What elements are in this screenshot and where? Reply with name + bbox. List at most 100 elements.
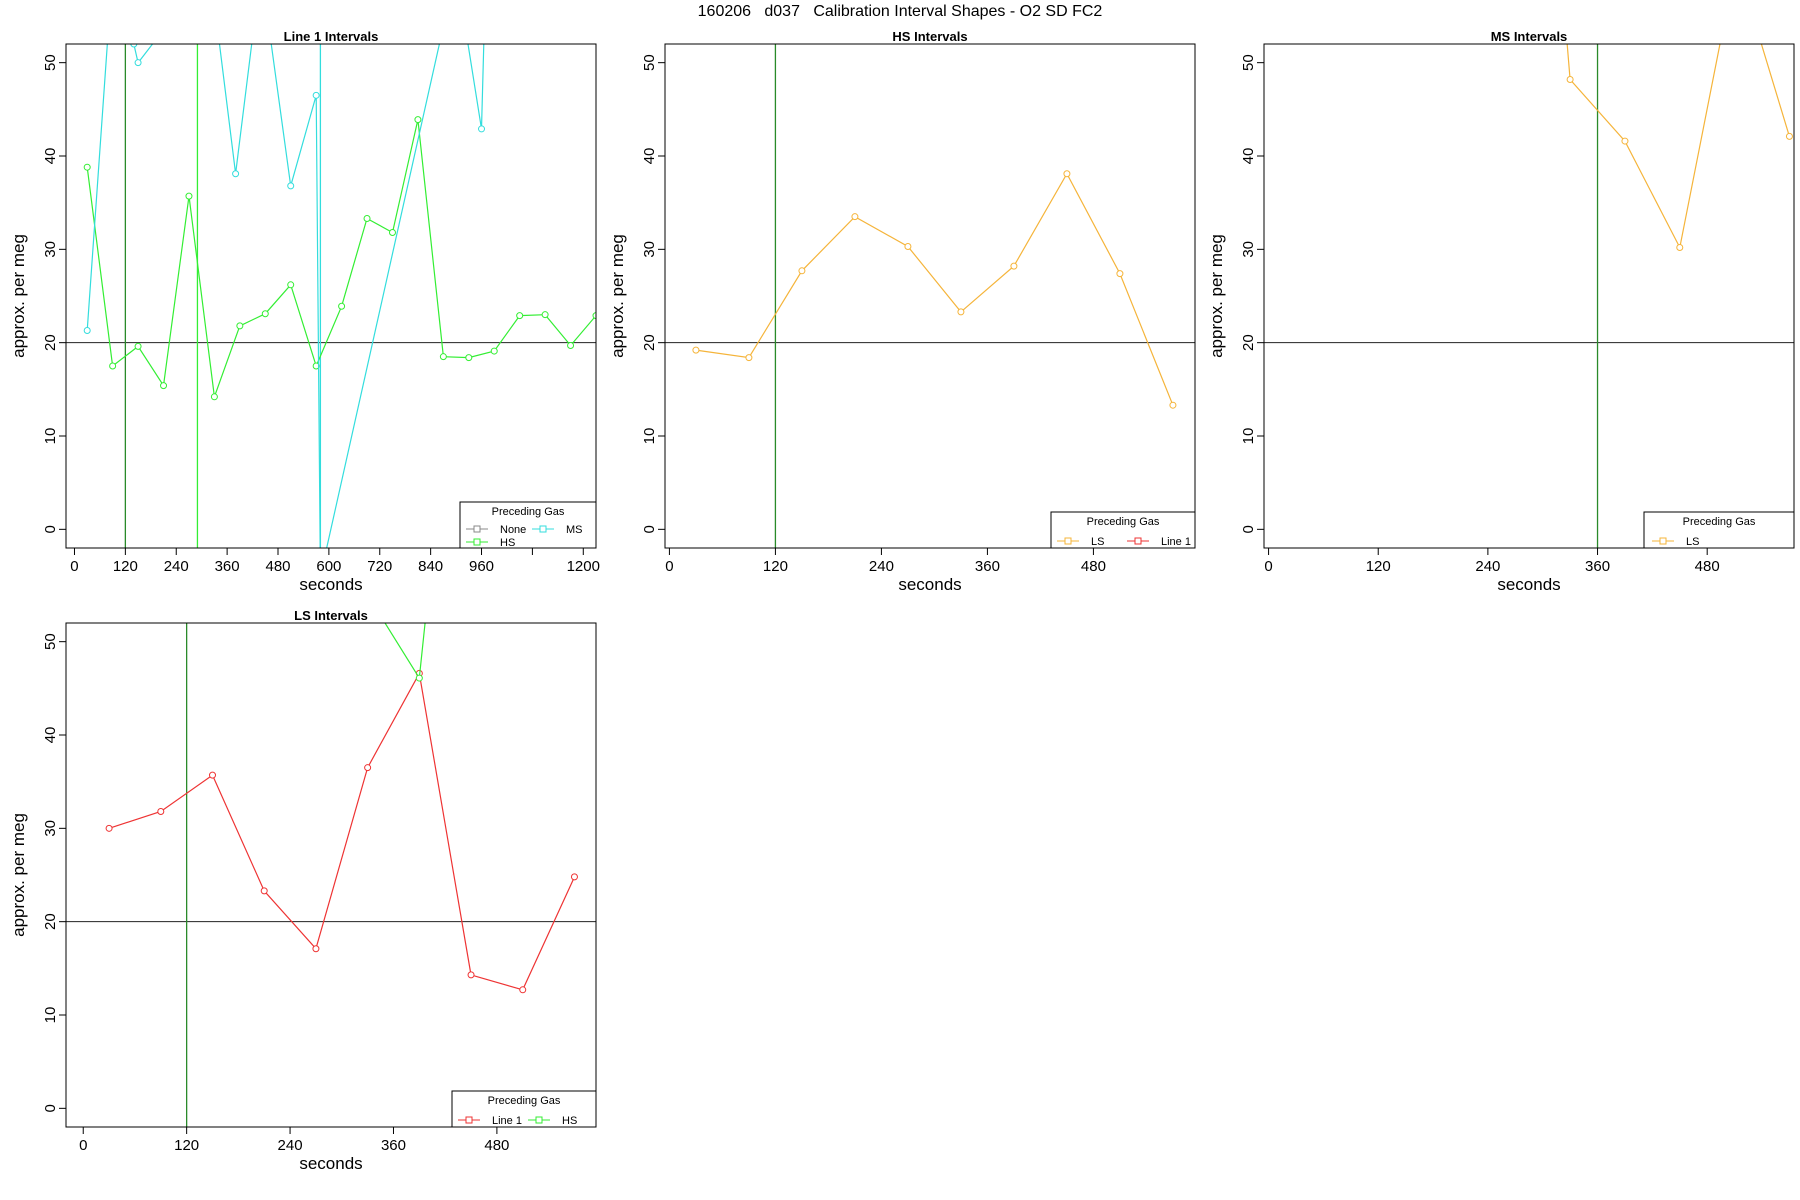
x-tick-label: 0 [70, 558, 78, 575]
x-tick-label: 240 [869, 558, 894, 575]
series-line-1 [108, 671, 576, 991]
legend-swatch-marker [535, 1116, 543, 1124]
panel-title: Line 1 Intervals [284, 29, 379, 44]
data-point [1116, 270, 1124, 278]
legend-entry-label: Line 1 [492, 1115, 522, 1127]
data-point [851, 213, 859, 221]
data-point [364, 764, 372, 772]
page-title: 160206 d037 Calibration Interval Shapes … [697, 3, 1103, 20]
data-point [105, 824, 113, 832]
data-point [439, 353, 447, 361]
x-tick-label: 480 [1695, 558, 1720, 575]
page-title-wrap: 160206 d037 Calibration Interval Shapes … [0, 0, 1800, 24]
series-line-1 [86, 119, 596, 398]
data-point [415, 674, 423, 682]
data-point [592, 312, 596, 320]
y-axis-label: approx. per meg [9, 813, 28, 937]
x-tick-label: 960 [469, 558, 494, 575]
x-tick-label: 720 [367, 558, 392, 575]
legend-entry-label: LS [1091, 536, 1104, 548]
legend: Preceding Gas Line 1 HS [451, 1090, 597, 1128]
data-point [210, 393, 218, 401]
chart-panel-1: Line 1 Intervals 0 120 240 360 480 600 720 840 96… [9, 29, 600, 594]
series-line-2 [384, 623, 426, 680]
data-point [260, 887, 268, 895]
legend-swatch-marker [473, 525, 481, 533]
legend: Preceding Gas None MS HS [459, 501, 597, 549]
legend-entry-label: MS [566, 524, 583, 536]
x-tick-label: 480 [1081, 558, 1106, 575]
y-tick-label: 0 [1240, 525, 1257, 533]
legend-entry-label: Line 1 [1161, 536, 1191, 548]
panel-title: MS Intervals [1491, 29, 1568, 44]
x-tick-label: 0 [1264, 558, 1272, 575]
y-tick-label: 40 [42, 727, 59, 744]
plot-frame [65, 622, 597, 1128]
legend-box [451, 1090, 597, 1128]
x-tick-label: 240 [278, 1137, 303, 1154]
plot-area [66, 623, 596, 1127]
data-point [1010, 262, 1018, 270]
y-tick-label: 10 [1240, 428, 1257, 445]
data-point [157, 808, 165, 816]
data-point [287, 281, 295, 289]
plot-frame [664, 43, 1196, 549]
x-tick-label: 120 [113, 558, 138, 575]
legend: Preceding Gas LS Line 1 [1050, 511, 1196, 549]
x-tick-label: 360 [215, 558, 240, 575]
x-axis-label: seconds [898, 575, 961, 594]
data-point [1566, 75, 1574, 83]
series-line-1 [1566, 44, 1790, 250]
data-point [465, 354, 473, 362]
plot-frame [1263, 43, 1795, 549]
legend: Preceding Gas LS [1643, 511, 1795, 549]
legend-title: Preceding Gas [1087, 516, 1160, 528]
data-point [261, 310, 269, 318]
x-axis-label: seconds [1497, 575, 1560, 594]
y-tick-label: 20 [42, 334, 59, 351]
y-axis-label: approx. per meg [9, 234, 28, 358]
x-tick-label: 360 [381, 1137, 406, 1154]
x-tick-label: 120 [763, 558, 788, 575]
x-tick-label: 0 [79, 1137, 87, 1154]
legend-swatch-marker [1659, 537, 1667, 545]
data-point [745, 354, 753, 362]
y-tick-label: 0 [641, 525, 658, 533]
chart-panel-4: LS Intervals 0 120 240 360 480 seconds 0 10 20 30 4… [9, 608, 597, 1173]
data-point [478, 125, 486, 133]
data-point [83, 163, 91, 171]
data-point [109, 362, 117, 370]
chart-panel-2: HS Intervals 0 120 240 360 480 seconds 0 10 20 30 4… [608, 29, 1196, 594]
legend-title: Preceding Gas [492, 506, 565, 518]
data-point [692, 346, 700, 354]
x-tick-label: 480 [265, 558, 290, 575]
plot-area [66, 44, 596, 548]
y-tick-label: 50 [641, 54, 658, 71]
y-tick-label: 50 [42, 633, 59, 650]
series-line-2 [86, 44, 485, 548]
data-point [134, 342, 142, 350]
data-point [185, 192, 193, 200]
panel-title: HS Intervals [892, 29, 967, 44]
y-tick-label: 50 [42, 54, 59, 71]
legend-box [1643, 511, 1795, 549]
legend-entry-label: HS [500, 537, 515, 549]
legend-title: Preceding Gas [488, 1095, 561, 1107]
x-tick-label: 120 [1366, 558, 1391, 575]
y-tick-label: 40 [42, 148, 59, 165]
data-point [490, 347, 498, 355]
x-tick-label: 360 [975, 558, 1000, 575]
plot-frame [65, 43, 597, 549]
legend-entry-label: LS [1686, 536, 1699, 548]
x-tick-label: 1200 [567, 558, 600, 575]
data-point [312, 945, 320, 953]
legend-box [1050, 511, 1196, 549]
data-point [541, 311, 549, 319]
x-tick-label: 600 [316, 558, 341, 575]
plot-area [665, 44, 1195, 548]
x-tick-label: 240 [164, 558, 189, 575]
data-point [1063, 170, 1071, 178]
data-point [567, 341, 575, 349]
data-point [83, 327, 91, 335]
data-point [312, 91, 320, 99]
